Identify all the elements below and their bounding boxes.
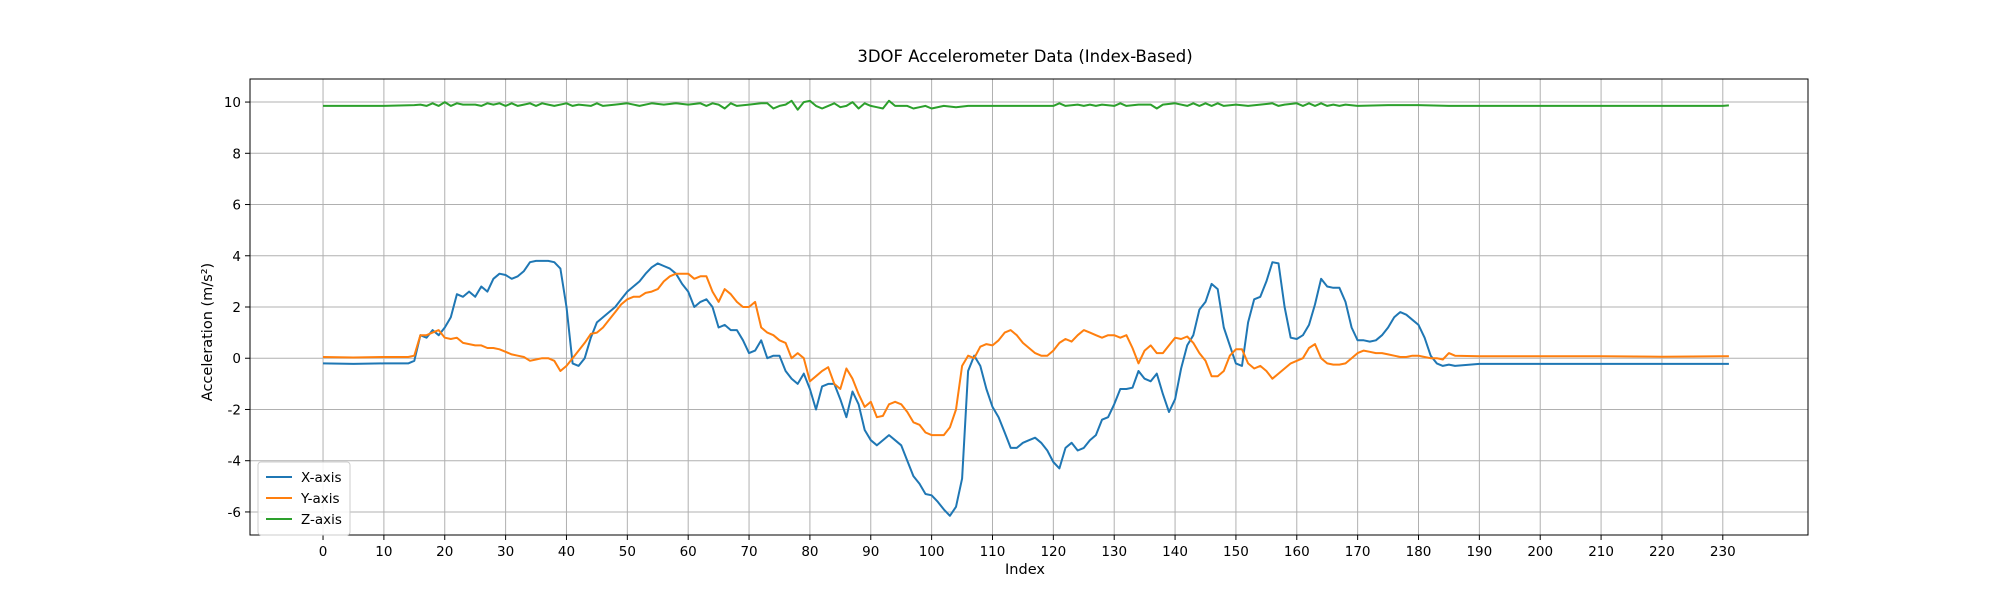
x-tick-label: 70 <box>740 544 757 560</box>
x-axis-label: Index <box>1005 562 1045 578</box>
x-tick-label: 20 <box>436 544 453 560</box>
legend: X-axis Y-axis Z-axis <box>257 461 351 536</box>
x-tick-label: 40 <box>558 544 575 560</box>
x-axis-ticks: 0 10 20 30 40 50 60 70 80 90 100 110 120 130 140 150 160… <box>319 535 1736 560</box>
y-tick-label: 2 <box>232 300 241 316</box>
x-tick-label: 80 <box>801 544 818 560</box>
y-axis-ticks: -6 -4 -2 0 2 4 6 8 10 <box>224 95 250 521</box>
x-tick-label: 180 <box>1406 544 1432 560</box>
x-tick-label: 140 <box>1162 544 1188 560</box>
y-tick-label: -4 <box>228 454 241 470</box>
y-tick-label: 6 <box>232 198 241 214</box>
x-tick-label: 110 <box>980 544 1006 560</box>
x-tick-label: 170 <box>1345 544 1371 560</box>
x-tick-label: 210 <box>1588 544 1614 560</box>
y-axis-label: Acceleration (m/s²) <box>200 263 216 401</box>
series-lines <box>322 99 1729 517</box>
x-tick-label: 130 <box>1101 544 1127 560</box>
grid-lines <box>250 79 1808 535</box>
x-tick-label: 90 <box>862 544 879 560</box>
legend-entry-label: Y-axis <box>300 491 340 507</box>
y-tick-label: -2 <box>228 402 241 418</box>
series-line-x-axis <box>322 259 1729 517</box>
y-tick-label: -6 <box>228 505 241 521</box>
y-tick-label: 0 <box>232 351 241 367</box>
y-tick-label: 8 <box>232 146 241 162</box>
series-line-y-axis <box>322 272 1729 437</box>
series-line-z-axis <box>323 99 1729 111</box>
x-tick-label: 120 <box>1040 544 1066 560</box>
legend-entry-label: Z-axis <box>301 512 342 528</box>
x-tick-label: 10 <box>375 544 392 560</box>
y-tick-label: 10 <box>224 95 241 111</box>
x-tick-label: 160 <box>1284 544 1310 560</box>
x-tick-label: 30 <box>497 544 514 560</box>
x-tick-label: 220 <box>1649 544 1675 560</box>
x-tick-label: 0 <box>319 544 328 560</box>
legend-entry-label: X-axis <box>301 470 342 486</box>
x-tick-label: 60 <box>680 544 697 560</box>
x-tick-label: 200 <box>1527 544 1553 560</box>
chart-title: 3DOF Accelerometer Data (Index-Based) <box>857 47 1192 66</box>
x-tick-label: 50 <box>619 544 636 560</box>
x-tick-label: 230 <box>1710 544 1736 560</box>
x-tick-label: 100 <box>919 544 945 560</box>
x-tick-label: 190 <box>1466 544 1492 560</box>
y-tick-label: 4 <box>232 249 241 265</box>
x-tick-label: 150 <box>1223 544 1249 560</box>
legend-box <box>257 461 351 536</box>
